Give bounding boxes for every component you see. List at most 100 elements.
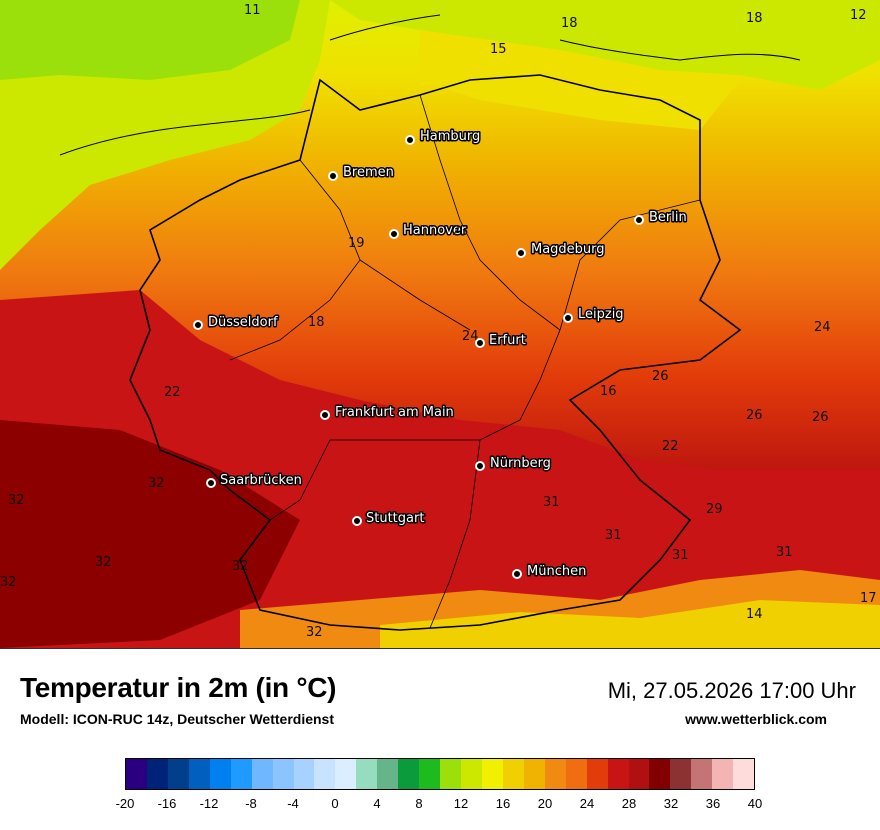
value-label: 32 — [148, 476, 165, 491]
legend-tick-label: 4 — [373, 796, 381, 811]
value-label: 24 — [462, 329, 479, 344]
legend-swatch — [670, 759, 692, 789]
legend-tick-label: 28 — [621, 796, 637, 811]
model-subtitle: Modell: ICON-RUC 14z, Deutscher Wetterdi… — [20, 711, 335, 727]
legend-tick-label: 24 — [579, 796, 595, 811]
value-label: 32 — [0, 575, 17, 590]
city-saarbruecken[interactable]: Saarbrücken — [206, 472, 303, 490]
value-label: 18 — [308, 315, 325, 330]
legend-swatch — [691, 759, 713, 789]
website-link[interactable]: www.wetterblick.com — [685, 711, 827, 727]
legend-swatch — [523, 759, 545, 789]
legend-tick-label: 12 — [453, 796, 469, 811]
cities-layer: Hamburg Bremen Hannover Berlin Magdeburg… — [193, 128, 688, 581]
value-labels-layer: 11 18 18 12 15 23 19 18 22 24 24 26 16 2… — [0, 3, 877, 640]
value-label: 32 — [95, 555, 112, 570]
germany-border — [129, 74, 742, 631]
city-hannover[interactable]: Hannover — [389, 222, 468, 240]
svg-text:Saarbrücken: Saarbrücken — [220, 473, 302, 488]
value-label: 26 — [746, 408, 763, 423]
legend-swatch — [398, 759, 420, 789]
value-label: 22 — [164, 385, 181, 400]
city-frankfurt-am-main[interactable]: Frankfurt am Main — [320, 404, 455, 422]
temperature-map[interactable]: Hamburg Bremen Hannover Berlin Magdeburg… — [0, 0, 880, 649]
forecast-datetime: Mi, 27.05.2026 17:00 Uhr — [607, 678, 856, 703]
value-label: 32 — [8, 493, 25, 508]
legend-swatch — [502, 759, 524, 789]
southwest-hottest-region — [0, 420, 300, 648]
value-label: 31 — [605, 528, 622, 543]
city-muenchen[interactable]: München — [512, 563, 588, 581]
legend-swatch — [419, 759, 441, 789]
baltic-region — [330, 0, 880, 90]
legend-swatch — [586, 759, 608, 789]
legend-tick-label: -4 — [287, 796, 299, 811]
legend-swatch — [126, 759, 147, 789]
legend-swatch — [335, 759, 357, 789]
legend-swatch — [314, 759, 336, 789]
value-label: 31 — [672, 548, 689, 563]
legend-swatch — [167, 759, 189, 789]
value-label: 24 — [814, 320, 831, 335]
legend-tick-label: -8 — [245, 796, 257, 811]
value-label: 18 — [561, 16, 578, 31]
legend-tick-label: -16 — [157, 796, 177, 811]
value-label: 14 — [746, 607, 763, 622]
legend-tick-label: -20 — [115, 796, 135, 811]
svg-text:Düsseldorf: Düsseldorf — [208, 315, 278, 330]
city-duesseldorf[interactable]: Düsseldorf — [193, 314, 279, 332]
value-label: 23 — [452, 224, 469, 239]
svg-text:München: München — [527, 564, 586, 579]
legend-tick-label: 32 — [663, 796, 679, 811]
value-label: 19 — [348, 236, 365, 251]
legend-swatch — [461, 759, 482, 789]
legend-swatch — [712, 759, 734, 789]
legend-tick-label: 16 — [495, 796, 511, 811]
svg-text:Berlin: Berlin — [649, 210, 687, 225]
value-label: 29 — [706, 502, 723, 517]
svg-text:Hamburg: Hamburg — [420, 129, 480, 144]
alps-high-region — [380, 600, 880, 648]
north-sea-cool-region — [0, 0, 300, 80]
value-label: 15 — [490, 42, 507, 57]
value-label: 31 — [776, 545, 793, 560]
legend-swatch — [209, 759, 231, 789]
legend-swatch — [649, 759, 671, 789]
legend-swatch — [481, 759, 503, 789]
state-borders — [229, 94, 701, 629]
city-stuttgart[interactable]: Stuttgart — [352, 510, 426, 528]
value-label: 26 — [812, 410, 829, 425]
legend-ticks: -20 -16 -12 -8 -4 0 4 8 12 16 20 24 28 32 36 40 — [116, 796, 763, 816]
legend-swatch — [628, 759, 650, 789]
svg-text:Hannover: Hannover — [403, 223, 467, 238]
city-nuernberg[interactable]: Nürnberg — [475, 455, 552, 473]
legend-swatch — [356, 759, 378, 789]
svg-text:Leipzig: Leipzig — [578, 307, 624, 322]
city-leipzig[interactable]: Leipzig — [563, 306, 625, 324]
value-label: 11 — [244, 3, 261, 18]
legend-swatch — [251, 759, 273, 789]
value-label: 26 — [652, 369, 669, 384]
coastline — [59, 14, 801, 156]
value-label: 31 — [543, 495, 560, 510]
legend-swatch — [440, 759, 461, 789]
legend-swatch — [733, 759, 755, 789]
city-magdeburg[interactable]: Magdeburg — [516, 241, 606, 259]
city-hamburg[interactable]: Hamburg — [405, 128, 482, 146]
legend-swatch — [272, 759, 294, 789]
legend-swatch — [146, 759, 168, 789]
svg-text:Stuttgart: Stuttgart — [366, 511, 424, 526]
city-erfurt[interactable]: Erfurt — [475, 332, 527, 350]
legend-tick-label: 8 — [415, 796, 423, 811]
legend-swatch — [544, 759, 566, 789]
legend-tick-label: 36 — [705, 796, 721, 811]
city-bremen[interactable]: Bremen — [328, 164, 395, 182]
legend-swatch — [565, 759, 587, 789]
svg-text:Magdeburg: Magdeburg — [531, 242, 605, 257]
color-legend — [125, 758, 755, 790]
map-canvas: Hamburg Bremen Hannover Berlin Magdeburg… — [0, 0, 880, 648]
value-label: 32 — [232, 559, 249, 574]
city-berlin[interactable]: Berlin — [634, 209, 688, 227]
value-label: 17 — [860, 591, 877, 606]
svg-text:Frankfurt am Main: Frankfurt am Main — [335, 405, 454, 420]
